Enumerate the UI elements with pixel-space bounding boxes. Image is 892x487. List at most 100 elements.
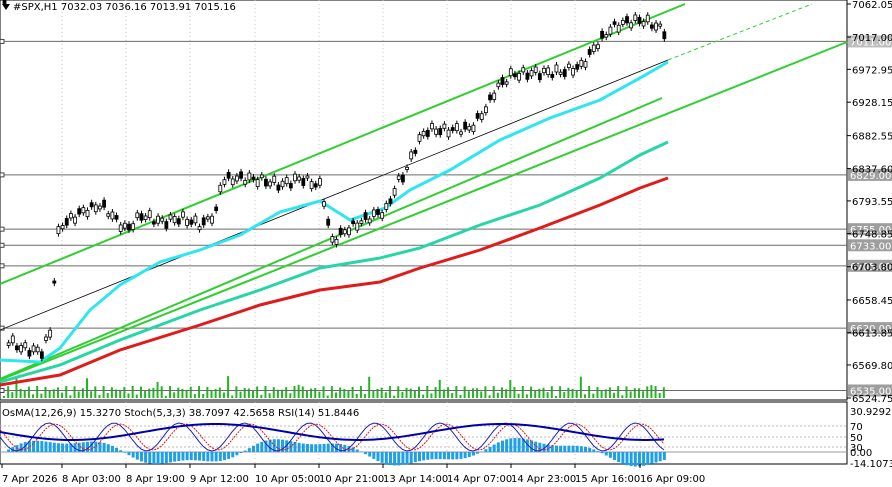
volume-bar: [654, 386, 657, 398]
candle-body: [135, 212, 140, 219]
volume-bar: [297, 384, 300, 398]
osma-bar: [584, 446, 587, 452]
volume-bar: [418, 386, 420, 398]
volume-bar: [584, 394, 586, 398]
volume-bar: [173, 392, 176, 398]
candlesticks: [2, 0, 667, 362]
candle-body: [172, 216, 177, 224]
osma-bar: [658, 452, 662, 462]
osma-bar: [48, 442, 52, 452]
osma-bar: [177, 452, 181, 461]
osma-bar: [69, 443, 73, 452]
candle-body: [6, 342, 11, 346]
volume-bar: [260, 394, 263, 398]
osma-bar: [422, 452, 426, 461]
candle-body: [230, 178, 235, 186]
candle-body: [181, 211, 185, 218]
osma-bar: [32, 440, 36, 452]
osma-bar: [401, 452, 405, 465]
candle-body: [234, 175, 239, 182]
candle-body: [35, 346, 40, 353]
symbol-label: #SPX,H1: [13, 2, 58, 13]
volume-bar: [397, 386, 400, 398]
candle-body: [351, 220, 356, 225]
candle-body: [23, 342, 28, 349]
volume-bar: [326, 395, 329, 398]
volume-bar: [285, 387, 288, 398]
osma-bar: [322, 443, 326, 452]
candle-body: [587, 49, 592, 55]
candle-body: [122, 222, 127, 229]
candle-body: [496, 82, 501, 88]
channel-line: [0, 3, 686, 285]
collapse-triangle-icon[interactable]: [2, 4, 10, 10]
candle-body: [400, 174, 405, 183]
osma-bar: [119, 450, 123, 452]
volume-bar: [110, 387, 113, 398]
osma-bar: [625, 452, 629, 466]
volume-bar: [393, 395, 396, 398]
candle-body: [31, 345, 36, 353]
volume-bar: [567, 387, 570, 398]
volume-bar: [36, 386, 39, 398]
osma-bar: [405, 452, 409, 465]
price-tick-label: 7017.00: [852, 33, 892, 44]
volume-bar: [447, 387, 450, 398]
candle-body: [197, 226, 202, 231]
candle-body: [210, 215, 214, 224]
volume-bar: [177, 387, 180, 398]
trend-line: [0, 59, 669, 331]
volume-bar: [193, 394, 196, 398]
candle-body: [301, 178, 306, 186]
candle-body: [546, 67, 551, 76]
volume-bar: [467, 391, 470, 398]
osma-bar: [463, 452, 467, 459]
price-tick-label: 6793.55: [852, 197, 892, 208]
candle-body: [629, 22, 634, 29]
volume-bar: [156, 381, 159, 398]
volume-bar: [364, 394, 367, 398]
candle-body: [185, 218, 190, 226]
volume-bar: [480, 391, 483, 398]
candle-body: [567, 63, 571, 68]
price-tick-label: 6882.55: [852, 132, 892, 143]
volume-bar: [559, 386, 562, 398]
volume-bar: [123, 387, 126, 398]
candle-body: [15, 345, 19, 351]
candle-body: [388, 198, 393, 204]
candle-body: [633, 14, 638, 21]
volume-bar: [530, 386, 533, 398]
osma-bar: [476, 452, 480, 454]
osma-bar: [579, 446, 583, 452]
candle-body: [247, 172, 252, 181]
osma-bar: [301, 443, 305, 452]
time-tick-label: 15 Apr 16:00: [575, 474, 640, 485]
osma-bar: [44, 441, 48, 452]
volume-bar: [384, 392, 387, 398]
candle-body: [392, 188, 397, 196]
osma-bar: [227, 452, 231, 459]
osma-bar: [193, 452, 197, 461]
candle-body: [405, 166, 409, 170]
osma-bar: [513, 437, 517, 452]
osma-bar: [330, 443, 334, 452]
osma-bar: [7, 449, 11, 452]
candle-body: [471, 124, 476, 133]
candle-body: [421, 131, 426, 137]
candle-body: [326, 218, 331, 226]
price-marker-label: 7011.00: [850, 37, 891, 48]
candle-body: [475, 113, 480, 119]
osma-bar: [538, 442, 542, 452]
osma-bar: [488, 446, 492, 452]
osma-bar: [588, 447, 592, 452]
osma-bar: [52, 442, 56, 452]
candle-body: [293, 173, 297, 182]
candle-body: [430, 123, 434, 130]
osma-bar: [181, 452, 185, 461]
candle-body: [102, 199, 106, 208]
volume-bar: [131, 386, 134, 398]
volume-bar: [359, 386, 362, 398]
osma-bar: [413, 452, 417, 463]
